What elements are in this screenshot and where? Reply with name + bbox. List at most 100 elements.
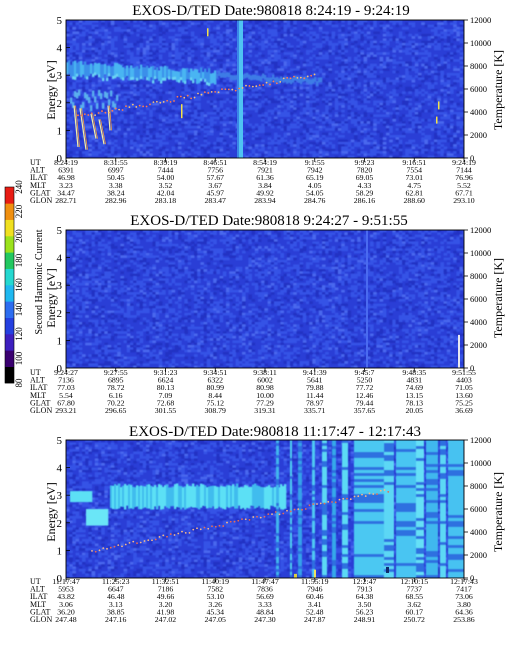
table-cell: 53.10 (206, 592, 224, 601)
panel-3-energy-tick: 3 (57, 490, 63, 502)
table-cell: 9:16:51 (402, 158, 426, 167)
table-cell: 45.97 (206, 188, 224, 197)
table-cell: 67.80 (57, 398, 75, 407)
panel-3-energy-axis-label: Energy [eV] (44, 482, 58, 541)
panel-2-energy-tick: 4 (57, 253, 63, 265)
table-cell: 6895 (108, 376, 124, 385)
panel-1-energy-tick: 3 (57, 70, 63, 82)
table-cell: 283.94 (254, 196, 276, 205)
panel-1-row-label-ut: UT (30, 158, 41, 167)
table-cell: 13.60 (455, 391, 473, 400)
panel-1-row-label-glat: GLAT (30, 188, 51, 197)
table-cell: 52.48 (306, 607, 324, 616)
table-cell: 3.33 (258, 600, 272, 609)
table-cell: 11.44 (306, 391, 323, 400)
panel-1-title: EXOS-D/TED Date:980818 8:24:19 - 9:24:19 (132, 3, 409, 19)
table-cell: 247.30 (254, 615, 276, 624)
panel-2-row-label-glon: GLON (30, 406, 52, 415)
colorbar-tick-label: 160 (14, 278, 24, 292)
table-cell: 13.15 (405, 391, 423, 400)
panel-2-energy-tick: 5 (57, 225, 63, 237)
table-cell: 79.88 (306, 383, 324, 392)
panel-1-temperature-tick: 8000 (470, 61, 487, 71)
table-cell: 62.81 (405, 188, 423, 197)
colorbar-tick-label: 180 (14, 253, 24, 267)
table-cell: 250.72 (404, 615, 426, 624)
table-cell: 36.20 (57, 607, 75, 616)
table-cell: 60.46 (306, 592, 324, 601)
table-cell: 7444 (158, 166, 174, 175)
panel-2-row-label-glat: GLAT (30, 398, 51, 407)
panel-2-energy-axis-label: Energy [eV] (44, 268, 58, 327)
table-cell: 284.76 (304, 196, 326, 205)
table-cell: 247.05 (205, 615, 227, 624)
panel-3-energy-tick: 2 (57, 518, 63, 530)
table-cell: 4.33 (358, 181, 372, 190)
panel-1-energy-axis-label: Energy [eV] (44, 60, 58, 119)
table-cell: 3.80 (457, 600, 471, 609)
table-cell: 36.69 (455, 406, 473, 415)
table-cell: 296.65 (105, 406, 127, 415)
table-cell: 247.02 (155, 615, 177, 624)
table-cell: 10.00 (256, 391, 274, 400)
table-cell: 80.99 (206, 383, 224, 392)
panel-3-title: EXOS-D/TED Date:980818 11:17:47 - 12:17:… (129, 424, 421, 440)
panel-1-temperature-tick: 4000 (470, 107, 487, 117)
table-cell: 293.10 (453, 196, 475, 205)
table-cell: 8:46:51 (203, 158, 227, 167)
colorbar-tick-label: 100 (14, 351, 24, 365)
table-cell: 57.67 (206, 173, 224, 182)
table-cell: 56.23 (356, 607, 374, 616)
table-cell: 80.13 (157, 383, 175, 392)
table-cell: 3.62 (407, 600, 421, 609)
table-cell: 4.05 (308, 181, 322, 190)
table-cell: 286.16 (354, 196, 376, 205)
panel-2-title: EXOS-D/TED Date:980818 9:24:27 - 9:51:55 (130, 213, 407, 229)
table-cell: 60.17 (405, 607, 423, 616)
panel-1-temperature-tick: 12000 (470, 15, 491, 25)
table-cell: 43.82 (57, 592, 75, 601)
table-cell: 73.06 (455, 592, 473, 601)
panel-2-energy-tick: 2 (57, 308, 63, 320)
table-cell: 283.18 (155, 196, 177, 205)
table-cell: 282.71 (55, 196, 77, 205)
panel-2-spectrogram (66, 230, 464, 368)
panel-1-energy-tick: 2 (57, 98, 63, 110)
panel-3-energy-tick: 0 (57, 573, 63, 585)
panel-2-energy-tick: 3 (57, 280, 63, 292)
panel-3-spectrogram (66, 440, 464, 578)
panel-2-temperature-tick: 8000 (470, 271, 487, 281)
panel-1-spectrogram (66, 20, 464, 158)
colorbar-swatches (4, 186, 15, 384)
table-cell: 48.84 (256, 607, 274, 616)
table-cell: 9:34:51 (203, 368, 227, 377)
panel-1-orbit-table: UT 8:24:19 8:31:55 8:39:19 8:46:51 8:54:19 9:1… (30, 158, 476, 205)
colorbar-tick-label: 200 (14, 229, 24, 243)
colorbar-swatch (5, 285, 14, 302)
table-cell: 3.06 (59, 600, 73, 609)
panel-3-temperature-tick: 4000 (470, 527, 487, 537)
spectrogram-panel-1: EXOS-D/TED Date:980818 8:24:19 - 9:24:19… (30, 3, 505, 205)
panel-1-row-label-ilat: ILAT (30, 173, 47, 182)
table-cell: 9:31:23 (154, 368, 178, 377)
table-cell: 7820 (357, 166, 373, 175)
table-cell: 3.20 (159, 600, 173, 609)
table-cell: 8:54:19 (253, 158, 277, 167)
table-cell: 8.44 (208, 391, 222, 400)
table-cell: 9:1:55 (305, 158, 325, 167)
table-cell: 49.66 (157, 592, 175, 601)
table-cell: 78.13 (405, 398, 423, 407)
table-cell: 247.48 (55, 615, 77, 624)
panel-3-energy-tick: 5 (57, 435, 63, 447)
colorbar-swatch (5, 301, 14, 318)
panel-3-temperature-tick: 8000 (470, 481, 487, 491)
table-cell: 293.21 (55, 406, 77, 415)
colorbar-ticks: 80 100 120 140 160 180 200 220 240 (14, 180, 24, 388)
panel-2-orbit-table: UT 9:24:27 9:27:55 9:31:23 9:34:51 9:38:11 9:4… (30, 368, 476, 415)
table-cell: 6.16 (109, 391, 123, 400)
table-cell: 3.38 (109, 181, 123, 190)
table-cell: 76.96 (455, 173, 473, 182)
panel-3-temperature-tick: 10000 (470, 458, 491, 468)
spectrogram-panel-3: EXOS-D/TED Date:980818 11:17:47 - 12:17:… (30, 424, 505, 624)
